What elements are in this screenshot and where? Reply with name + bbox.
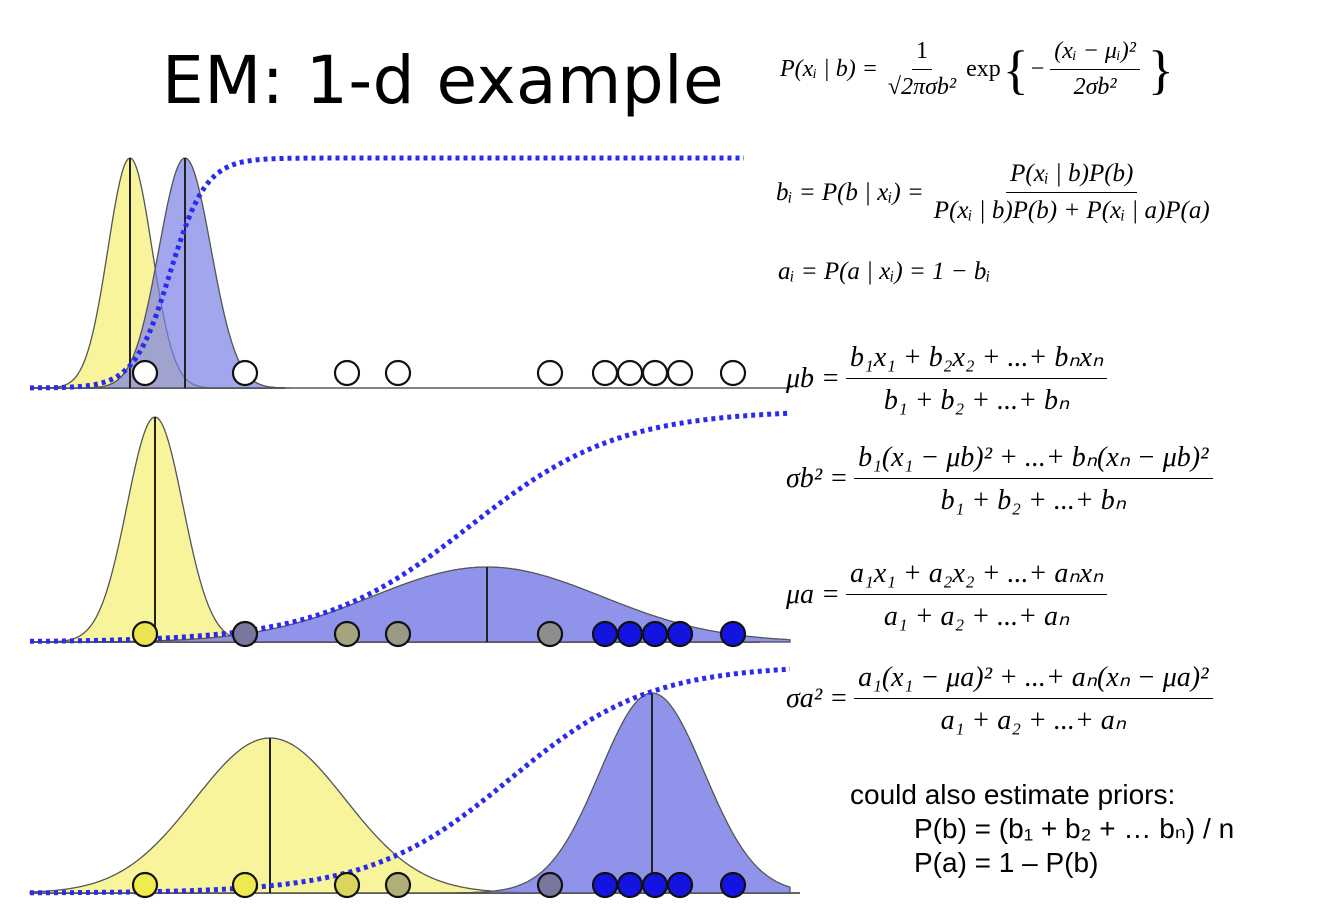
panel-converged xyxy=(29,666,800,899)
data-point xyxy=(591,871,619,899)
posterior-b-equation: bᵢ = P(b | xᵢ) = P(xᵢ | b)P(b) P(xᵢ | b)… xyxy=(776,160,1220,225)
sigma-b-fraction: b₁(x₁ − μb)² + ...+ bₙ(xₙ − μb)² b₁ + b₂… xyxy=(854,440,1213,517)
sigma-a-equation: σa² = a₁(x₁ − μa)² + ...+ aₙ(xₙ − μa)² a… xyxy=(786,660,1219,737)
brace-open: { xyxy=(1002,39,1029,100)
data-point xyxy=(641,871,669,899)
sigma-b-equation: σb² = b₁(x₁ − μb)² + ...+ bₙ(xₙ − μb)² b… xyxy=(786,440,1219,517)
mu-a-den: a₁ + a₂ + ...+ aₙ xyxy=(883,601,1070,632)
data-point xyxy=(536,620,564,648)
gaussian-b xyxy=(30,157,790,389)
mu-b-equation: μb = b₁x₁ + b₂x₂ + ...+ bₙxₙ b₁ + b₂ + .… xyxy=(786,340,1113,417)
priors-intro: could also estimate priors: xyxy=(850,779,1176,810)
data-point xyxy=(384,871,412,899)
data-point xyxy=(333,871,361,899)
data-point xyxy=(591,620,619,648)
sigma-a-num: a₁(x₁ − μa)² + ...+ aₙ(xₙ − μa)² xyxy=(854,660,1213,699)
sigma-a-fraction: a₁(x₁ − μa)² + ...+ aₙ(xₙ − μa)² a₁ + a₂… xyxy=(854,660,1213,737)
posterior-b-num: P(xᵢ | b)P(b) xyxy=(1006,160,1138,193)
data-point xyxy=(333,620,361,648)
data-point xyxy=(616,620,644,648)
exp-num: (xᵢ − μᵢ)² xyxy=(1050,38,1140,70)
data-point xyxy=(231,359,259,387)
panel-initial xyxy=(30,155,790,391)
data-point xyxy=(641,359,669,387)
exp-den: 2σb² xyxy=(1073,74,1117,100)
data-point xyxy=(666,620,694,648)
mu-a-lhs: μa = xyxy=(786,578,840,610)
sigma-a-den: a₁ + a₂ + ...+ aₙ xyxy=(940,705,1126,736)
priors-note: could also estimate priors: P(b) = (b₁ +… xyxy=(850,778,1234,880)
data-point xyxy=(536,871,564,899)
sigma-b-num: b₁(x₁ − μb)² + ...+ bₙ(xₙ − μb)² xyxy=(854,440,1213,479)
data-point xyxy=(384,620,412,648)
posterior-b-fraction: P(xᵢ | b)P(b) P(xᵢ | b)P(b) + P(xᵢ | a)P… xyxy=(930,160,1214,225)
prior-b: P(b) = (b₁ + b₂ + … bₙ) / n xyxy=(914,813,1235,844)
brace-close: } xyxy=(1147,39,1174,100)
mu-b-den: b₁ + b₂ + ...+ bₙ xyxy=(883,385,1070,416)
panel-iteration xyxy=(30,410,791,648)
data-point xyxy=(384,359,412,387)
data-point xyxy=(231,871,259,899)
posterior-curve xyxy=(30,666,791,896)
posterior-curve xyxy=(30,155,744,391)
likelihood-num: 1 xyxy=(912,38,932,70)
data-point xyxy=(719,359,747,387)
sigma-a-lhs: σa² = xyxy=(786,682,849,714)
posterior-a-text: aᵢ = P(a | xᵢ) = 1 − bᵢ xyxy=(778,258,991,285)
posterior-a-equation: aᵢ = P(a | xᵢ) = 1 − bᵢ xyxy=(778,258,990,286)
data-point xyxy=(719,620,747,648)
gaussian-b xyxy=(30,692,791,894)
minus-sign: − xyxy=(1030,56,1045,82)
posterior-b-den: P(xᵢ | b)P(b) + P(xᵢ | a)P(a) xyxy=(933,197,1210,224)
mu-b-fraction: b₁x₁ + b₂x₂ + ...+ bₙxₙ b₁ + b₂ + ...+ b… xyxy=(845,340,1108,417)
data-point xyxy=(666,871,694,899)
exp-label: exp xyxy=(966,56,1001,82)
prior-a: P(a) = 1 – P(b) xyxy=(914,847,1099,878)
data-point xyxy=(131,871,159,899)
sigma-b-den: b₁ + b₂ + ...+ bₙ xyxy=(940,485,1126,516)
data-point xyxy=(719,871,747,899)
likelihood-equation: P(xᵢ | b) = 1 √2πσb² exp { − (xᵢ − μᵢ)² … xyxy=(780,38,1174,101)
page-title: EM: 1-d example xyxy=(162,42,725,119)
likelihood-den: √2πσb² xyxy=(887,74,957,100)
likelihood-lhs: P(xᵢ | b) = xyxy=(780,56,878,82)
mu-b-lhs: μb = xyxy=(786,362,840,394)
data-point xyxy=(536,359,564,387)
data-point xyxy=(616,871,644,899)
mu-a-fraction: a₁x₁ + a₂x₂ + ...+ aₙxₙ a₁ + a₂ + ...+ a… xyxy=(845,556,1108,633)
data-point xyxy=(616,359,644,387)
data-point xyxy=(231,620,259,648)
data-point xyxy=(591,359,619,387)
mu-a-num: a₁x₁ + a₂x₂ + ...+ aₙxₙ xyxy=(845,556,1108,595)
posterior-curve xyxy=(30,410,791,644)
posterior-b-lhs: bᵢ = P(b | xᵢ) = xyxy=(776,178,924,206)
mu-a-equation: μa = a₁x₁ + a₂x₂ + ...+ aₙxₙ a₁ + a₂ + .… xyxy=(786,556,1113,633)
likelihood-fraction: 1 √2πσb² xyxy=(884,38,960,101)
data-point xyxy=(131,359,159,387)
sigma-b-lhs: σb² = xyxy=(786,462,849,494)
data-point xyxy=(131,620,159,648)
data-point xyxy=(641,620,669,648)
mu-b-num: b₁x₁ + b₂x₂ + ...+ bₙxₙ xyxy=(845,340,1108,379)
data-point xyxy=(333,359,361,387)
em-plots xyxy=(29,155,800,899)
data-point xyxy=(666,359,694,387)
exp-fraction: (xᵢ − μᵢ)² 2σb² xyxy=(1050,38,1140,101)
